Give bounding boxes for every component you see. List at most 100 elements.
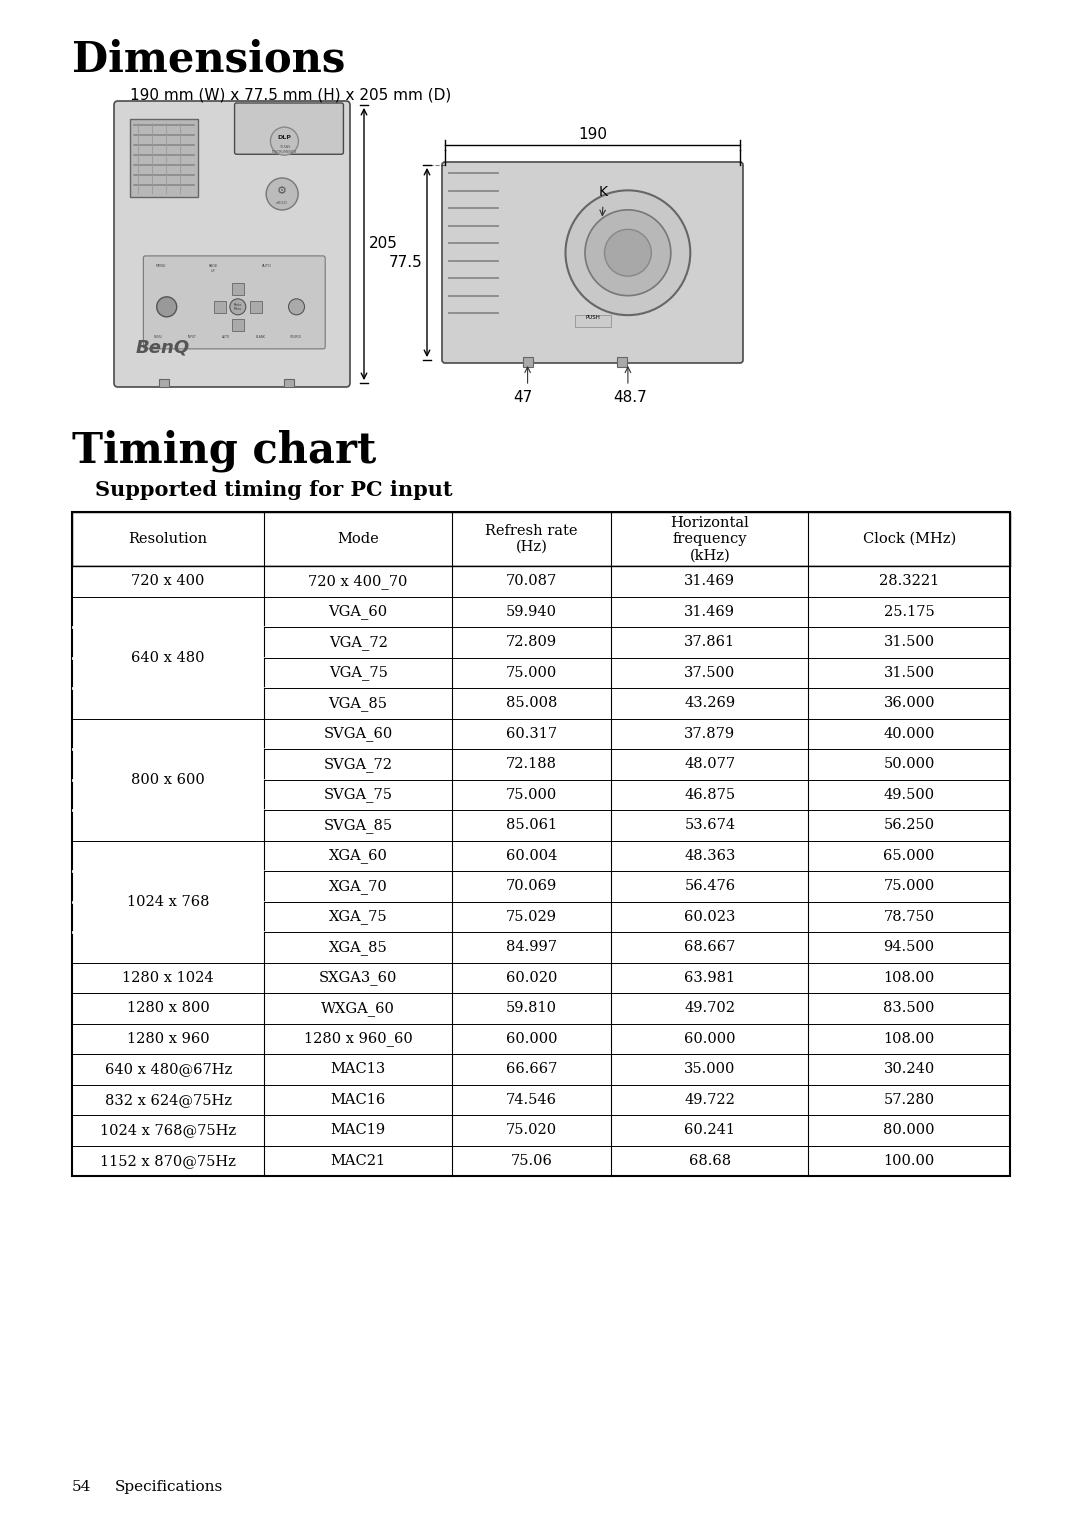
Text: VGA_85: VGA_85 xyxy=(328,696,388,711)
Text: 37.861: 37.861 xyxy=(685,635,735,650)
Text: 1280 x 960: 1280 x 960 xyxy=(126,1032,210,1046)
Text: AUTO: AUTO xyxy=(221,335,230,339)
Text: 108.00: 108.00 xyxy=(883,1032,935,1046)
Text: 720 x 400_70: 720 x 400_70 xyxy=(309,573,408,589)
Text: 83.500: 83.500 xyxy=(883,1001,935,1015)
Bar xyxy=(72,992,1010,1023)
Bar xyxy=(575,315,610,327)
Text: PAGE
UP: PAGE UP xyxy=(208,265,218,272)
Bar xyxy=(72,627,1010,657)
Text: VGA_75: VGA_75 xyxy=(328,665,388,680)
Text: SVGA_72: SVGA_72 xyxy=(324,757,393,772)
Bar xyxy=(72,657,1010,688)
Text: SVGA_60: SVGA_60 xyxy=(324,726,393,742)
Text: Probe
Menu: Probe Menu xyxy=(233,303,242,310)
FancyBboxPatch shape xyxy=(442,162,743,362)
FancyBboxPatch shape xyxy=(114,101,350,387)
Text: 75.000: 75.000 xyxy=(507,665,557,680)
Text: SXGA3_60: SXGA3_60 xyxy=(319,971,397,985)
Text: 59.810: 59.810 xyxy=(507,1001,557,1015)
Text: 800 x 600: 800 x 600 xyxy=(132,772,205,786)
Text: 72.188: 72.188 xyxy=(507,757,557,771)
Text: 75.000: 75.000 xyxy=(507,787,557,801)
Text: 46.875: 46.875 xyxy=(685,787,735,801)
Text: 75.000: 75.000 xyxy=(883,879,935,893)
Text: 1280 x 800: 1280 x 800 xyxy=(126,1001,210,1015)
Text: MAC19: MAC19 xyxy=(330,1124,386,1138)
Text: 31.500: 31.500 xyxy=(883,635,934,650)
Text: Resolution: Resolution xyxy=(129,532,207,546)
Text: 37.879: 37.879 xyxy=(685,726,735,740)
Bar xyxy=(72,566,1010,596)
Circle shape xyxy=(270,127,298,154)
Bar xyxy=(72,902,1010,933)
Text: 35.000: 35.000 xyxy=(684,1063,735,1076)
Text: PUSH: PUSH xyxy=(585,315,599,320)
Bar xyxy=(284,379,294,387)
Bar xyxy=(617,356,627,367)
Text: 1152 x 870@75Hz: 1152 x 870@75Hz xyxy=(100,1154,237,1168)
Text: 60.317: 60.317 xyxy=(507,726,557,740)
Text: 1280 x 1024: 1280 x 1024 xyxy=(122,971,214,985)
Text: 70.087: 70.087 xyxy=(507,575,557,589)
Text: 30.240: 30.240 xyxy=(883,1063,935,1076)
Text: 54: 54 xyxy=(72,1480,92,1494)
Bar xyxy=(249,301,261,313)
Text: 80.000: 80.000 xyxy=(883,1124,935,1138)
Text: DLP: DLP xyxy=(278,135,292,139)
Bar xyxy=(232,320,244,330)
Text: 60.004: 60.004 xyxy=(505,849,557,862)
Text: MAC16: MAC16 xyxy=(330,1093,386,1107)
Text: 36.000: 36.000 xyxy=(883,696,935,711)
Text: 49.500: 49.500 xyxy=(883,787,934,801)
Text: 31.469: 31.469 xyxy=(685,575,735,589)
Text: Supported timing for PC input: Supported timing for PC input xyxy=(95,480,453,500)
Text: BenQ: BenQ xyxy=(136,338,190,356)
Text: Specifications: Specifications xyxy=(114,1480,224,1494)
FancyBboxPatch shape xyxy=(144,255,325,349)
Bar xyxy=(130,119,198,197)
Text: 85.008: 85.008 xyxy=(505,696,557,711)
Text: 640 x 480@67Hz: 640 x 480@67Hz xyxy=(105,1063,232,1076)
Text: 190: 190 xyxy=(578,127,607,142)
Text: 28.3221: 28.3221 xyxy=(879,575,940,589)
Text: 49.722: 49.722 xyxy=(685,1093,735,1107)
Text: 31.500: 31.500 xyxy=(883,665,934,680)
Text: XGA_85: XGA_85 xyxy=(328,940,388,954)
Text: SVGA_75: SVGA_75 xyxy=(324,787,393,803)
Text: K: K xyxy=(598,185,607,199)
Text: 640 x 480: 640 x 480 xyxy=(132,650,205,665)
Text: 205: 205 xyxy=(369,237,397,251)
Text: 1024 x 768: 1024 x 768 xyxy=(126,894,210,908)
Circle shape xyxy=(157,297,177,317)
Circle shape xyxy=(266,177,298,209)
Text: XGA_70: XGA_70 xyxy=(328,879,388,893)
Text: 75.029: 75.029 xyxy=(507,910,557,924)
Text: 68.667: 68.667 xyxy=(684,940,735,954)
Text: 94.500: 94.500 xyxy=(883,940,934,954)
Bar xyxy=(72,1115,1010,1145)
Text: XGA_60: XGA_60 xyxy=(328,849,388,864)
Text: 48.363: 48.363 xyxy=(684,849,735,862)
Bar xyxy=(159,379,168,387)
Text: 68.68: 68.68 xyxy=(689,1154,731,1168)
Circle shape xyxy=(605,229,651,277)
Bar xyxy=(72,688,1010,719)
Text: 53.674: 53.674 xyxy=(685,818,735,832)
Bar xyxy=(72,962,1010,992)
Bar xyxy=(72,780,1010,810)
Text: 84.997: 84.997 xyxy=(507,940,557,954)
Text: 57.280: 57.280 xyxy=(883,1093,934,1107)
Text: 48.077: 48.077 xyxy=(685,757,735,771)
Circle shape xyxy=(566,190,690,315)
Text: Mode: Mode xyxy=(337,532,379,546)
Text: XGA_75: XGA_75 xyxy=(328,910,388,924)
Text: 49.702: 49.702 xyxy=(685,1001,735,1015)
Circle shape xyxy=(585,209,671,295)
Text: AUTO: AUTO xyxy=(262,265,272,268)
Text: 1280 x 960_60: 1280 x 960_60 xyxy=(303,1032,413,1046)
Text: 108.00: 108.00 xyxy=(883,971,935,985)
Text: MENU: MENU xyxy=(153,335,162,339)
Text: 63.981: 63.981 xyxy=(685,971,735,985)
Bar xyxy=(232,283,244,295)
